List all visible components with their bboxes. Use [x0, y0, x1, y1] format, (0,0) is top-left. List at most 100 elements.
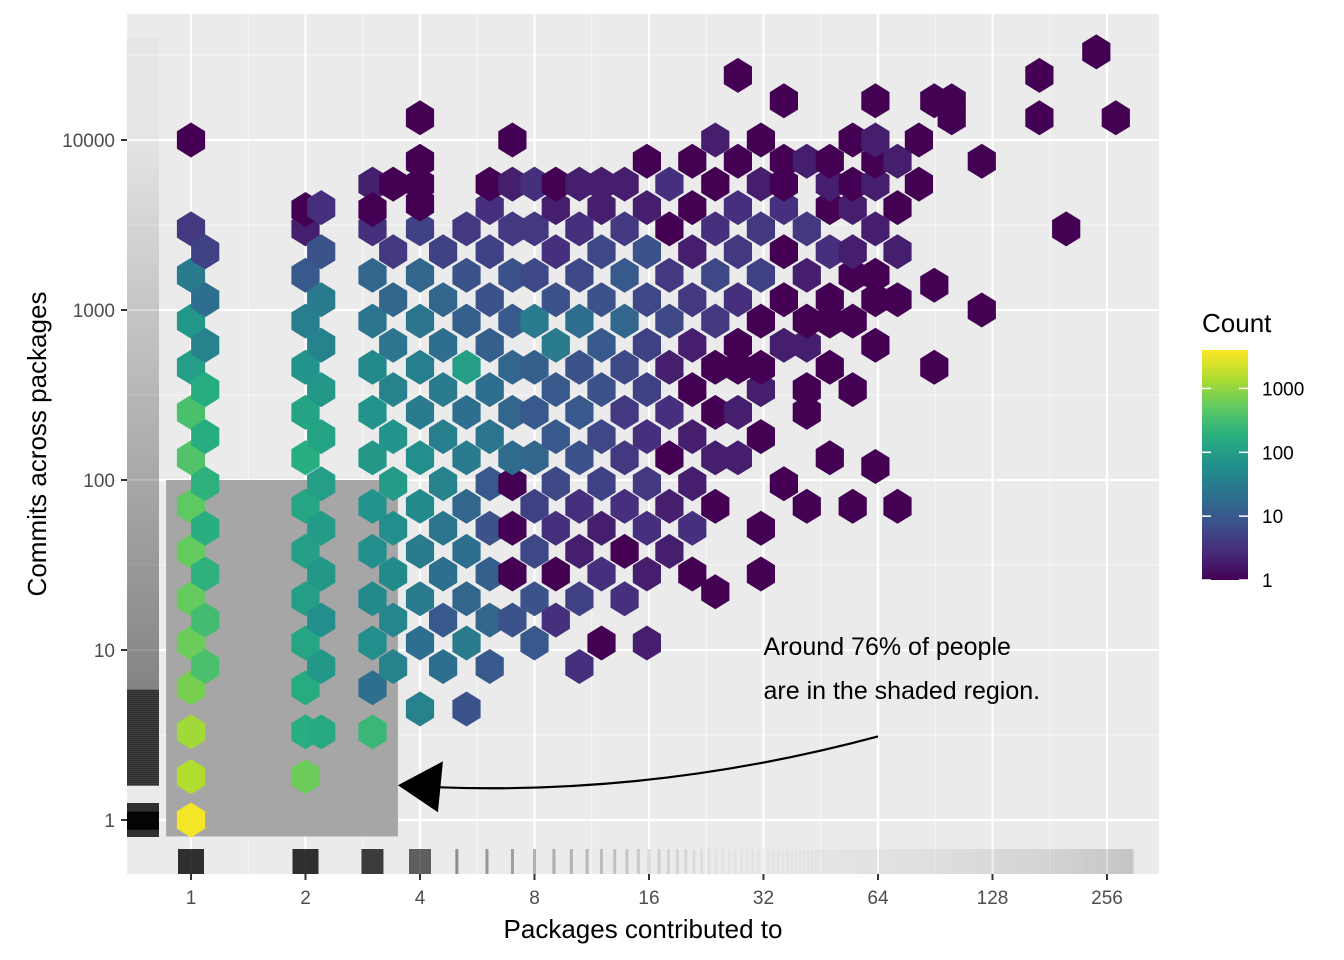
y-rug-mark — [127, 167, 159, 170]
hexbin — [883, 234, 912, 270]
y-rug-mark — [127, 277, 159, 280]
y-rug-mark — [127, 703, 159, 706]
y-rug-mark — [127, 405, 159, 408]
y-rug-mark — [127, 573, 159, 576]
x-rug-mark — [772, 849, 775, 875]
hexbin — [379, 649, 408, 684]
x-rug-mark — [757, 849, 760, 875]
hexbin — [610, 394, 639, 430]
hexbin — [815, 166, 844, 202]
hexbin — [475, 282, 504, 318]
y-rug-mark — [127, 459, 159, 462]
y-rug-mark — [127, 435, 159, 438]
y-rug-mark — [127, 689, 159, 692]
y-rug-mark — [127, 251, 159, 254]
y-rug-mark — [127, 114, 159, 116]
hexbin — [498, 349, 527, 385]
y-rug-mark — [127, 727, 159, 730]
y-rug-mark — [127, 259, 159, 262]
y-rug-mark — [127, 197, 159, 200]
hexbin — [520, 533, 549, 569]
y-rug-mark — [127, 733, 159, 736]
y-axis: 1 10 100 1000 10000 — [62, 131, 127, 832]
y-rug-mark — [127, 361, 159, 364]
hexbin — [792, 257, 821, 293]
y-rug-mark — [127, 140, 159, 142]
y-rug-mark — [127, 517, 159, 520]
y-rug-mark — [127, 469, 159, 472]
y-rug-mark — [127, 541, 159, 544]
y-tick-label: 1000 — [73, 301, 115, 322]
y-rug-mark — [127, 555, 159, 558]
hexbin — [358, 349, 387, 385]
y-rug-mark — [127, 745, 159, 748]
y-rug-mark — [127, 351, 159, 354]
hexbin — [358, 714, 387, 750]
y-rug-mark — [127, 561, 159, 564]
y-rug-mark — [127, 313, 159, 316]
y-rug-mark — [127, 589, 159, 592]
hexbin — [541, 466, 570, 502]
hexbin — [498, 394, 527, 430]
hexbin — [541, 419, 570, 455]
hexbin — [379, 602, 408, 638]
hexbin — [475, 510, 504, 546]
y-rug-mark — [127, 783, 159, 786]
y-rug-mark — [127, 641, 159, 644]
y-rug-mark — [127, 551, 159, 554]
x-rug-mark — [714, 849, 717, 875]
hexbin — [1025, 57, 1054, 93]
hexbin — [769, 190, 798, 226]
y-rug-mark — [127, 773, 159, 776]
y-rug-mark — [127, 741, 159, 744]
x-rug-mark — [799, 849, 802, 875]
y-rug-mark — [127, 110, 159, 112]
y-rug-mark — [127, 289, 159, 292]
hexbin — [746, 510, 775, 546]
hexbin — [429, 466, 458, 502]
y-rug-mark — [127, 479, 159, 482]
hexbin — [520, 581, 549, 617]
y-rug-mark — [127, 539, 159, 542]
hexbin — [452, 211, 481, 247]
y-rug-mark — [127, 385, 159, 388]
hexbin — [587, 556, 616, 592]
y-rug-mark — [127, 533, 159, 536]
y-rug-mark — [127, 719, 159, 722]
x-tick-label: 2 — [300, 888, 311, 909]
hexbin — [769, 166, 798, 202]
x-rug-mark — [666, 849, 670, 874]
y-rug-mark — [127, 617, 159, 620]
hexbin — [565, 649, 594, 684]
y-rug-mark — [127, 473, 159, 476]
y-rug-mark — [127, 187, 159, 190]
hexbin — [405, 440, 435, 476]
hexbin — [520, 303, 549, 339]
hexbin — [307, 510, 336, 546]
x-tick-label: 64 — [867, 888, 889, 909]
y-rug-mark — [127, 128, 159, 130]
hexbin — [405, 186, 435, 222]
hexbin — [678, 466, 707, 502]
y-rug-mark — [127, 527, 159, 530]
hexbin — [429, 419, 458, 455]
y-rug-mark — [127, 729, 159, 732]
y-rug-mark — [127, 257, 159, 260]
hexbin — [379, 166, 408, 202]
y-rug-mark — [127, 213, 159, 216]
y-rug-mark — [127, 579, 159, 582]
x-rug-mark — [822, 849, 825, 875]
y-rug-mark — [127, 357, 159, 360]
y-rug-mark — [127, 373, 159, 376]
y-rug-mark — [127, 169, 159, 172]
hexbin — [701, 394, 730, 430]
y-rug-mark — [127, 283, 159, 286]
y-rug-mark — [127, 559, 159, 562]
hexbin — [429, 649, 458, 684]
hexbin — [307, 234, 336, 270]
hexbin — [541, 327, 570, 363]
y-rug-mark — [127, 383, 159, 386]
hexbin — [176, 122, 206, 158]
hexbin — [838, 190, 867, 226]
hexbin — [176, 211, 206, 247]
